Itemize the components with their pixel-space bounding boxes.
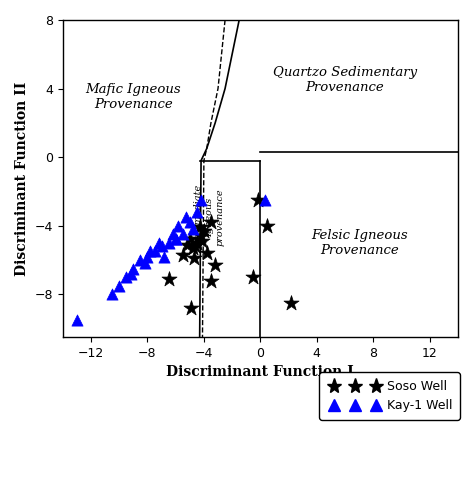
Point	[175, 222, 182, 230]
Point	[146, 247, 154, 255]
Text: Quartzo Sedimentary
Provenance: Quartzo Sedimentary Provenance	[273, 66, 417, 94]
Point	[182, 213, 189, 221]
Point	[211, 261, 219, 269]
Point	[200, 227, 208, 235]
Point	[109, 290, 116, 298]
Point	[189, 244, 196, 252]
Point	[169, 230, 177, 238]
X-axis label: Discriminant Function I: Discriminant Function I	[166, 365, 354, 380]
Point	[165, 239, 173, 247]
Point	[207, 276, 215, 284]
Point	[187, 304, 195, 312]
Point	[261, 196, 268, 204]
Point	[183, 241, 191, 248]
Point	[197, 196, 205, 204]
Point	[203, 249, 210, 257]
Point	[165, 275, 173, 283]
Point	[193, 208, 201, 216]
Point	[141, 259, 148, 267]
Point	[172, 236, 180, 244]
Point	[144, 252, 151, 260]
Point	[254, 196, 261, 204]
Point	[196, 223, 203, 231]
Point	[186, 236, 193, 244]
Y-axis label: Discriminant Function II: Discriminant Function II	[15, 82, 29, 276]
Point	[197, 232, 205, 240]
Point	[249, 273, 257, 281]
Point	[151, 247, 158, 255]
Point	[129, 265, 137, 273]
Point	[127, 270, 134, 277]
Point	[73, 316, 81, 324]
Point	[190, 254, 198, 262]
Point	[288, 299, 295, 307]
Point	[193, 239, 201, 247]
Point	[179, 251, 186, 259]
Point	[264, 222, 271, 230]
Point	[189, 225, 196, 233]
Point	[161, 252, 168, 260]
Point	[155, 239, 163, 247]
Point	[172, 236, 180, 244]
Point	[207, 218, 215, 226]
Point	[116, 282, 123, 290]
Text: Felsic Igneous
Provenance: Felsic Igneous Provenance	[311, 229, 408, 257]
Point	[122, 273, 130, 281]
Point	[137, 256, 144, 264]
Point	[158, 243, 165, 250]
Legend: Soso Well, Kay-1 Well: Soso Well, Kay-1 Well	[319, 372, 460, 420]
Point	[199, 237, 206, 245]
Point	[179, 230, 186, 238]
Text: Intermediate
Igneous
provenance: Intermediate Igneous provenance	[195, 185, 224, 249]
Text: Mafic Igneous
Provenance: Mafic Igneous Provenance	[85, 83, 181, 111]
Point	[186, 218, 193, 226]
Point	[191, 243, 199, 250]
